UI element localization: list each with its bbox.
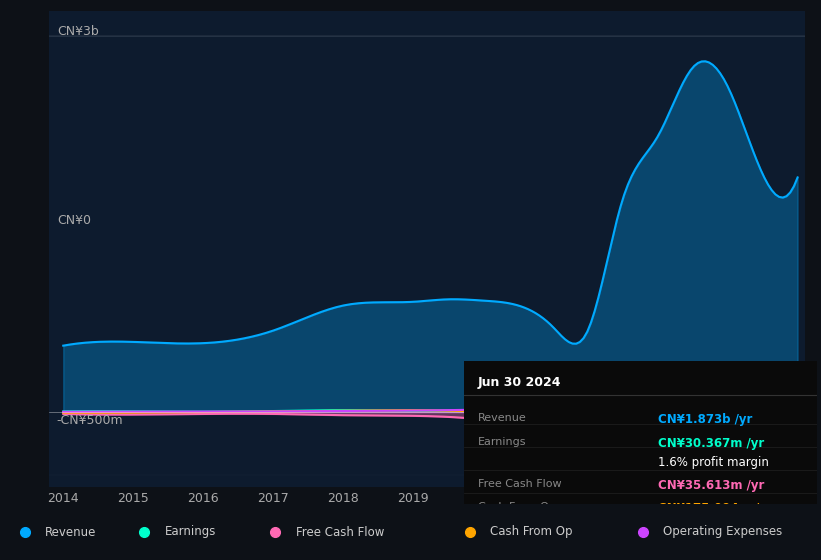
Text: Operating Expenses: Operating Expenses <box>663 525 782 539</box>
Text: CN¥30.367m /yr: CN¥30.367m /yr <box>658 437 764 450</box>
Text: Revenue: Revenue <box>478 413 527 423</box>
Text: CN¥175.094m /yr: CN¥175.094m /yr <box>658 502 773 515</box>
Text: CN¥1.873b /yr: CN¥1.873b /yr <box>658 413 752 426</box>
Text: Cash From Op: Cash From Op <box>478 502 556 512</box>
Text: CN¥211.316m /yr: CN¥211.316m /yr <box>658 525 773 538</box>
Text: CN¥35.613m /yr: CN¥35.613m /yr <box>658 479 764 492</box>
Text: Jun 30 2024: Jun 30 2024 <box>478 376 562 389</box>
Text: CN¥3b: CN¥3b <box>57 26 99 39</box>
Text: Free Cash Flow: Free Cash Flow <box>478 479 562 489</box>
Text: 1.6% profit margin: 1.6% profit margin <box>658 456 769 469</box>
Text: Earnings: Earnings <box>165 525 217 539</box>
Text: CN¥0: CN¥0 <box>57 214 91 227</box>
Text: Cash From Op: Cash From Op <box>490 525 572 539</box>
Text: Operating Expenses: Operating Expenses <box>478 525 590 535</box>
Text: Earnings: Earnings <box>478 437 526 447</box>
Text: Free Cash Flow: Free Cash Flow <box>296 525 384 539</box>
Text: Revenue: Revenue <box>45 525 97 539</box>
Text: -CN¥500m: -CN¥500m <box>57 414 123 427</box>
